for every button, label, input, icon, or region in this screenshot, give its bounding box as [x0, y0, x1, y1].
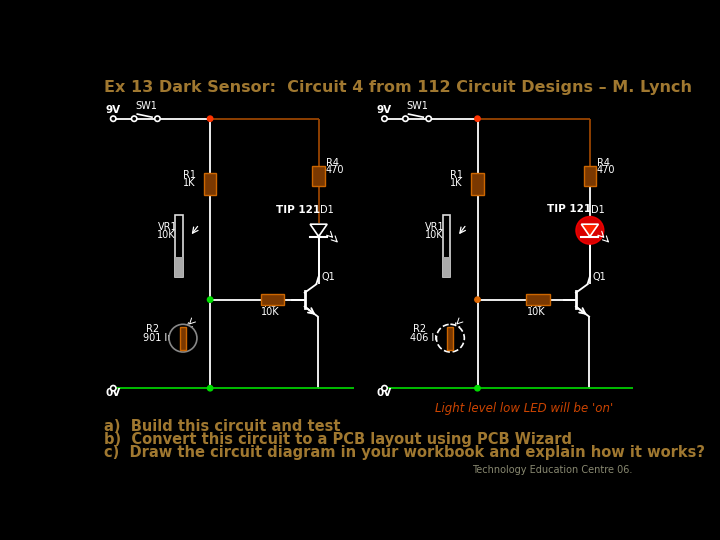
Text: SW1: SW1: [406, 100, 428, 111]
Circle shape: [402, 116, 408, 122]
Text: R2: R2: [413, 324, 426, 334]
Bar: [472, 173, 484, 195]
Circle shape: [207, 116, 213, 122]
Polygon shape: [310, 224, 327, 237]
Circle shape: [382, 116, 387, 122]
Circle shape: [474, 116, 480, 122]
Text: 10K: 10K: [158, 230, 176, 240]
Bar: [175, 215, 183, 276]
Text: R1: R1: [451, 170, 464, 180]
Text: Light level low LED will be 'on': Light level low LED will be 'on': [435, 402, 613, 415]
Text: 10K: 10K: [425, 230, 444, 240]
Bar: [261, 294, 284, 305]
Text: Q1: Q1: [322, 272, 336, 282]
Text: VR1: VR1: [158, 222, 177, 232]
Circle shape: [474, 386, 480, 391]
Text: 0V: 0V: [106, 388, 121, 398]
Bar: [180, 327, 186, 350]
Text: R4: R4: [597, 158, 610, 167]
Text: VR1: VR1: [425, 222, 444, 232]
Text: 10K: 10K: [261, 307, 280, 317]
Text: TIP 121: TIP 121: [547, 204, 591, 214]
Text: 901 lux: 901 lux: [143, 333, 179, 343]
Text: SW1: SW1: [135, 100, 157, 111]
Circle shape: [207, 386, 213, 391]
Text: c)  Draw the circuit diagram in your workbook and explain how it works?: c) Draw the circuit diagram in your work…: [104, 445, 705, 460]
Text: 470: 470: [325, 165, 344, 176]
Text: 9V: 9V: [377, 105, 392, 115]
Text: R3: R3: [530, 299, 543, 309]
Circle shape: [474, 297, 480, 302]
Circle shape: [155, 116, 160, 122]
Text: D1: D1: [320, 205, 334, 215]
Text: 1K: 1K: [451, 178, 463, 188]
Text: 1K: 1K: [183, 178, 196, 188]
Bar: [526, 294, 549, 305]
Bar: [584, 166, 596, 186]
Text: TIP 121: TIP 121: [276, 205, 320, 215]
Bar: [204, 173, 216, 195]
Text: 406 lux: 406 lux: [410, 333, 446, 343]
Text: a)  Build this circuit and test: a) Build this circuit and test: [104, 419, 341, 434]
Bar: [443, 215, 451, 276]
Text: R4: R4: [325, 158, 338, 167]
Circle shape: [132, 116, 137, 122]
Text: 9V: 9V: [106, 105, 121, 115]
Circle shape: [382, 386, 387, 391]
Bar: [447, 327, 454, 350]
Bar: [443, 257, 451, 276]
Text: 470: 470: [597, 165, 616, 176]
Circle shape: [111, 116, 116, 122]
Circle shape: [111, 386, 116, 391]
Circle shape: [426, 116, 431, 122]
Circle shape: [207, 297, 213, 302]
Circle shape: [576, 217, 604, 244]
Text: b)  Convert this circuit to a PCB layout using PCB Wizard: b) Convert this circuit to a PCB layout …: [104, 432, 572, 447]
Text: R2: R2: [145, 324, 159, 334]
Text: Technology Education Centre 06.: Technology Education Centre 06.: [472, 465, 632, 475]
Text: R3: R3: [264, 299, 277, 309]
Text: 0V: 0V: [377, 388, 392, 398]
Bar: [312, 166, 325, 186]
Circle shape: [436, 325, 464, 352]
Circle shape: [169, 325, 197, 352]
Text: 10K: 10K: [527, 307, 546, 317]
Bar: [175, 257, 183, 276]
Polygon shape: [581, 224, 598, 237]
Circle shape: [318, 235, 320, 238]
Text: Ex 13 Dark Sensor:  Circuit 4 from 112 Circuit Designs – M. Lynch: Ex 13 Dark Sensor: Circuit 4 from 112 Ci…: [104, 80, 692, 96]
Text: D1: D1: [591, 205, 606, 215]
Text: Q1: Q1: [593, 272, 607, 282]
Text: R1: R1: [183, 170, 196, 180]
